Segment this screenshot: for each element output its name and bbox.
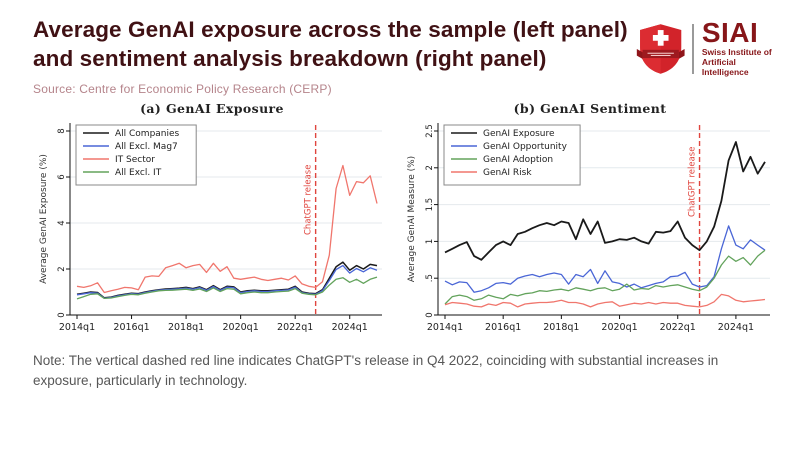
svg-text:All Companies: All Companies [115, 129, 180, 139]
sentiment-chart-svg: 0 .5 1 1.5 2 2.5 2014q1 2016q1 2018q1 2020q1 2022q… [407, 123, 770, 333]
svg-text:ChatGPT release: ChatGPT release [304, 165, 314, 235]
svg-text:8: 8 [57, 128, 67, 133]
source-text: Source: Centre for Economic Policy Resea… [33, 82, 332, 97]
svg-text:ChatGPT release: ChatGPT release [688, 147, 698, 217]
logo-subtitle-line1: Swiss Institute of [701, 46, 772, 57]
svg-text:2.5: 2.5 [425, 124, 435, 138]
svg-text:.5: .5 [425, 274, 435, 282]
svg-text:2016q1: 2016q1 [113, 322, 149, 333]
chart-panel-b: (b) GenAI Sentiment 0 .5 1 1.5 2 2.5 2014q1 201… [404, 101, 776, 341]
svg-text:GenAI Adoption: GenAI Adoption [483, 155, 553, 165]
svg-text:2024q1: 2024q1 [718, 322, 754, 333]
svg-text:2018q1: 2018q1 [168, 322, 204, 333]
svg-text:2020q1: 2020q1 [223, 322, 259, 333]
note-text: Note: The vertical dashed red line indic… [33, 353, 719, 389]
svg-text:1: 1 [425, 239, 435, 244]
svg-text:2022q1: 2022q1 [660, 322, 696, 333]
title-block: Average GenAI exposure across the sample… [33, 16, 636, 96]
svg-text:0: 0 [425, 312, 435, 317]
svg-text:All Excl. IT: All Excl. IT [115, 168, 162, 178]
svg-text:2: 2 [57, 266, 67, 271]
chart-panel-a: (a) GenAI Exposure 0 2 4 6 8 2014q1 2016q1 2018… [36, 101, 388, 341]
svg-text:Average GenAI Exposure (%): Average GenAI Exposure (%) [39, 154, 49, 284]
svg-text:GenAI Exposure: GenAI Exposure [483, 129, 555, 139]
svg-text:6: 6 [57, 174, 67, 179]
shield-icon [637, 23, 686, 74]
svg-text:2014q1: 2014q1 [59, 322, 95, 333]
svg-text:2018q1: 2018q1 [543, 322, 579, 333]
logo-subtitle-line2: Artificial Intelligence [701, 56, 749, 77]
siai-logo: SIAI Swiss Institute of Artificial Intel… [636, 17, 784, 77]
charts-row: (a) GenAI Exposure 0 2 4 6 8 2014q1 2016q1 2018… [0, 96, 800, 341]
svg-text:2: 2 [425, 165, 435, 170]
svg-text:0: 0 [57, 312, 67, 317]
logo-divider [691, 23, 694, 74]
page-title: Average GenAI exposure across the sample… [33, 17, 628, 71]
panel-b-title: (b) GenAI Sentiment [513, 101, 667, 117]
svg-text:1.5: 1.5 [425, 198, 435, 212]
svg-text:2020q1: 2020q1 [601, 322, 637, 333]
svg-text:2024q1: 2024q1 [332, 322, 368, 333]
svg-text:2014q1: 2014q1 [427, 322, 463, 333]
svg-text:2022q1: 2022q1 [277, 322, 313, 333]
logo-text: SIAI Swiss Institute of Artificial Intel… [701, 17, 784, 77]
svg-text:GenAI Risk: GenAI Risk [483, 168, 532, 178]
svg-text:Average GenAI Measure (%): Average GenAI Measure (%) [407, 156, 417, 282]
panel-a-title: (a) GenAI Exposure [140, 101, 284, 117]
logo-wordmark: SIAI [701, 17, 759, 48]
svg-text:GenAI Opportunity: GenAI Opportunity [483, 142, 568, 152]
exposure-chart-svg: 0 2 4 6 8 2014q1 2016q1 2018q1 2020q1 2022q1 2024q… [39, 123, 382, 333]
svg-text:All Excl. Mag7: All Excl. Mag7 [115, 142, 178, 152]
header: Average GenAI exposure across the sample… [0, 0, 800, 96]
svg-text:4: 4 [57, 220, 67, 225]
svg-text:2016q1: 2016q1 [485, 322, 521, 333]
svg-text:IT Sector: IT Sector [115, 155, 155, 165]
